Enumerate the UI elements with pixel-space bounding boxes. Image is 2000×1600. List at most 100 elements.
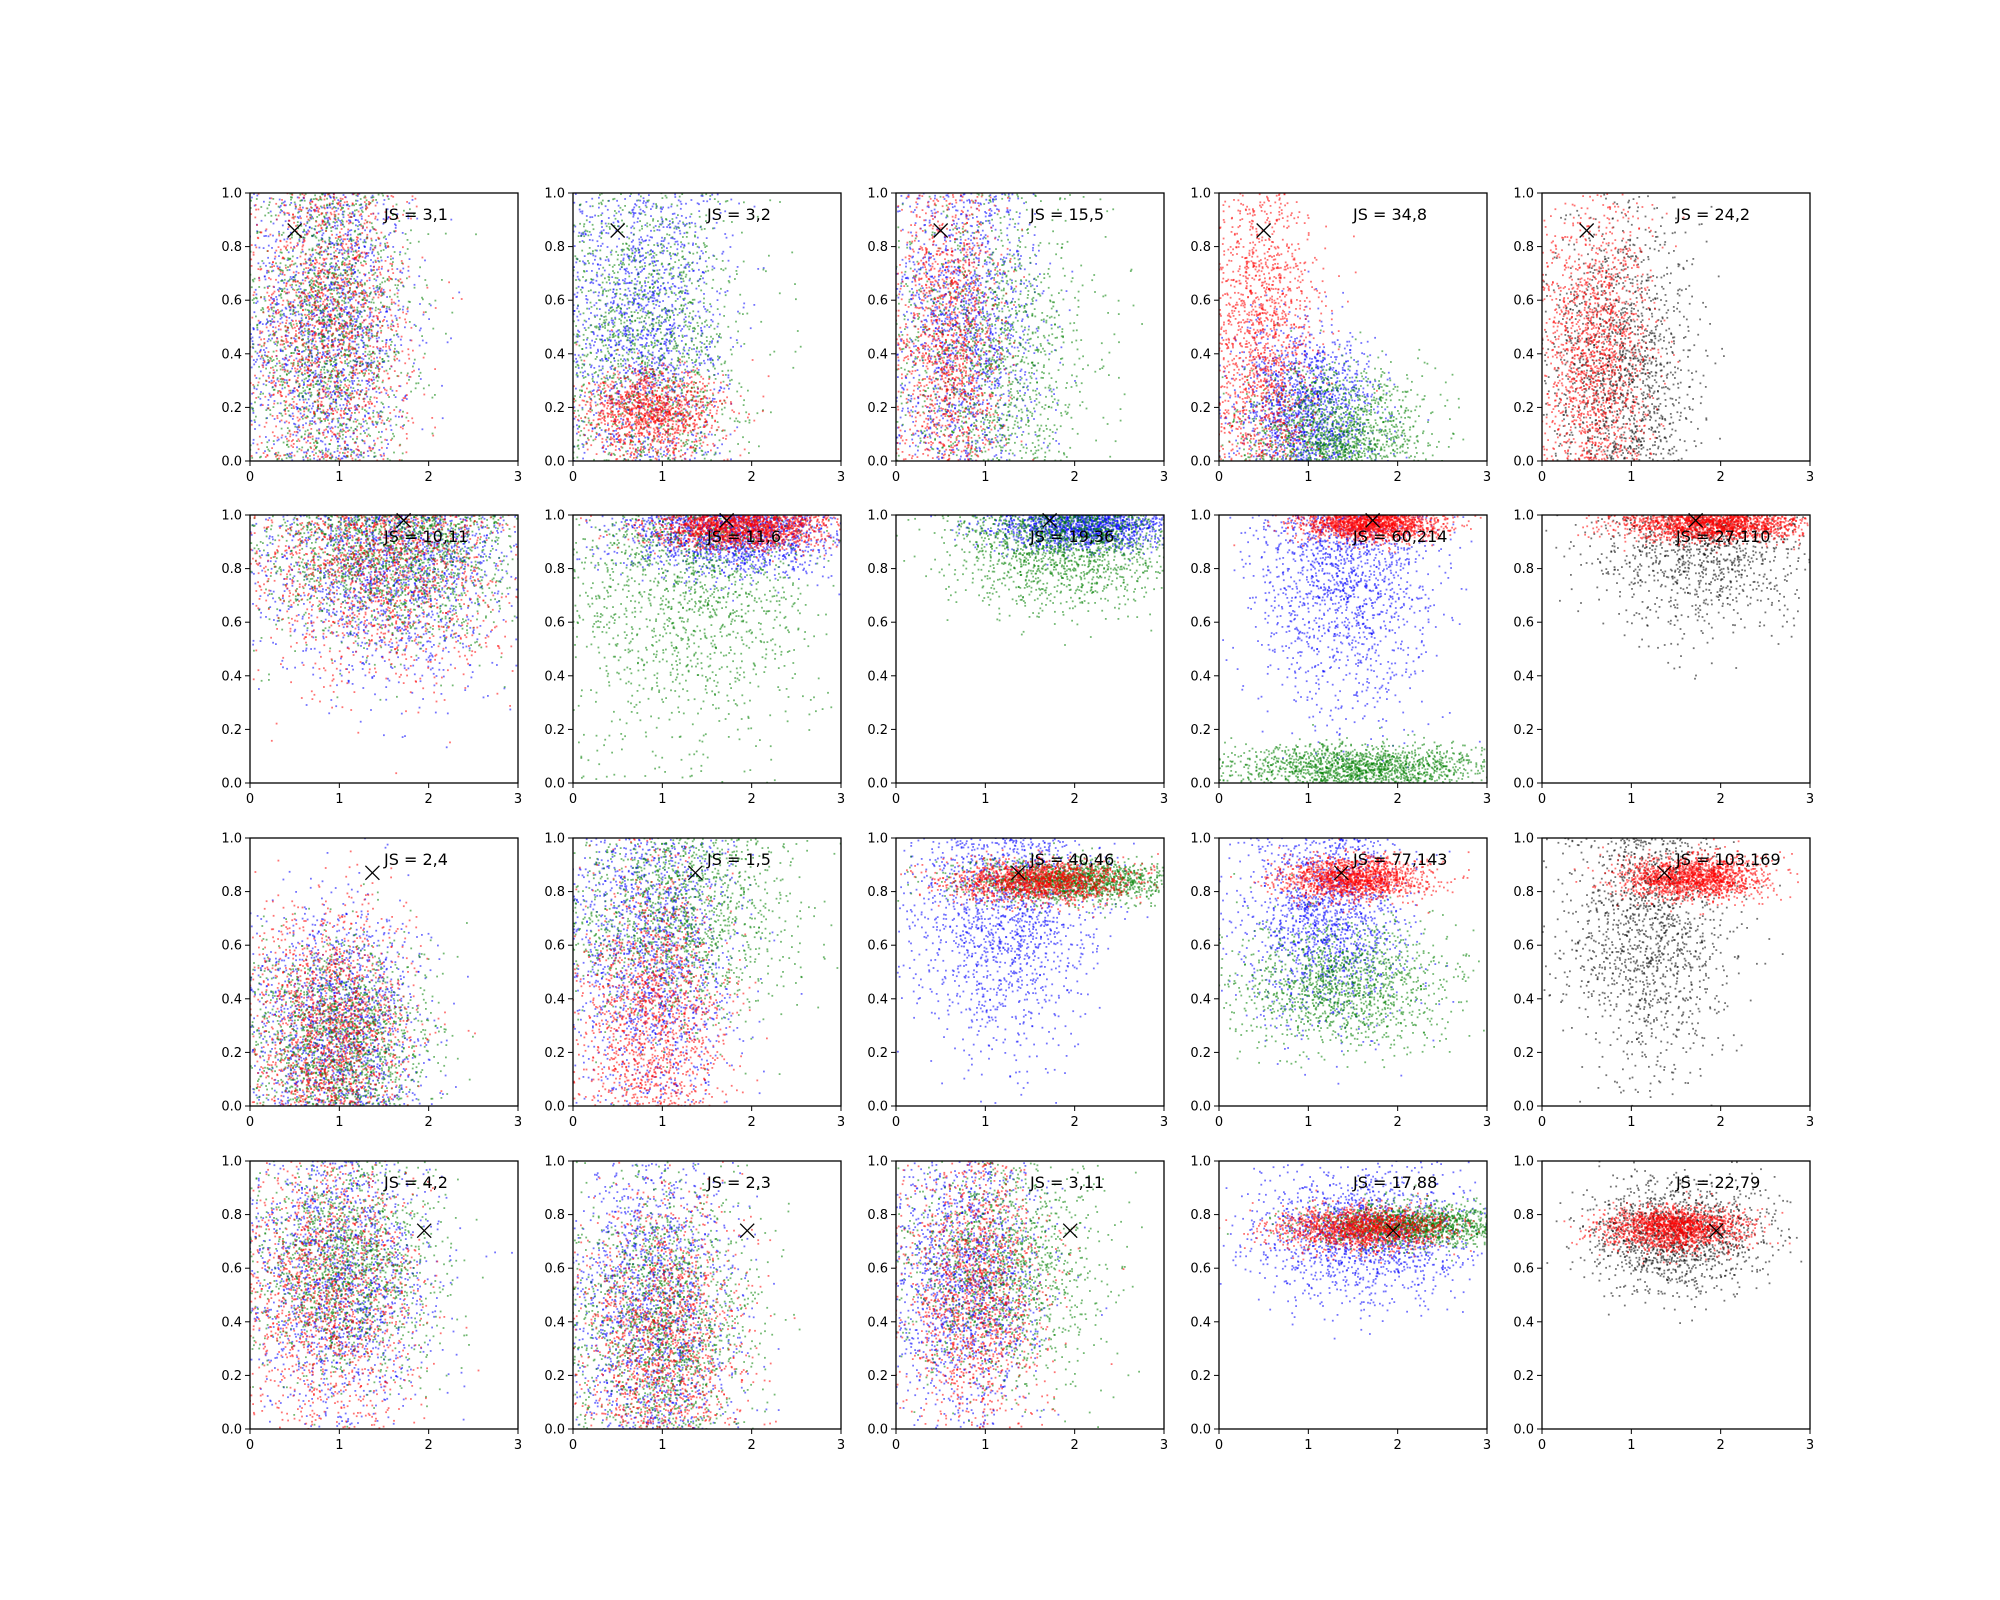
scatter-point — [300, 217, 302, 219]
scatter-point — [322, 454, 324, 456]
scatter-point — [312, 331, 314, 333]
scatter-point — [729, 276, 731, 278]
scatter-point — [342, 395, 344, 397]
scatter-point — [608, 274, 610, 276]
scatter-point — [317, 408, 319, 410]
scatter-point — [350, 436, 352, 438]
scatter-point — [362, 322, 364, 324]
scatter-point — [342, 221, 344, 223]
scatter-point — [326, 305, 328, 307]
scatter-point — [357, 357, 359, 359]
scatter-point — [350, 427, 352, 429]
scatter-point — [311, 423, 313, 425]
scatter-point — [361, 316, 363, 318]
scatter-point — [395, 354, 397, 356]
scatter-point — [297, 349, 299, 351]
scatter-point — [716, 291, 718, 293]
scatter-point — [268, 212, 270, 214]
scatter-point — [363, 452, 365, 454]
scatter-point — [351, 213, 353, 215]
scatter-point — [388, 327, 390, 329]
scatter-point — [344, 384, 346, 386]
scatter-point — [386, 242, 388, 244]
scatter-point — [336, 317, 338, 319]
scatter-point — [284, 422, 286, 424]
scatter-point — [315, 370, 317, 372]
scatter-point — [362, 256, 364, 258]
scatter-point — [364, 374, 366, 376]
scatter-point — [399, 409, 401, 411]
scatter-point — [373, 315, 375, 317]
scatter-point — [328, 243, 330, 245]
scatter-point — [362, 342, 364, 344]
scatter-point — [303, 459, 305, 461]
scatter-point — [301, 249, 303, 251]
scatter-point — [687, 448, 689, 450]
scatter-point — [339, 445, 341, 447]
scatter-point — [343, 211, 345, 213]
scatter-point — [378, 431, 380, 433]
scatter-point — [314, 302, 316, 304]
scatter-point — [338, 236, 340, 238]
scatter-point — [373, 416, 375, 418]
scatter-point — [312, 277, 314, 279]
scatter-point — [354, 341, 356, 343]
scatter-point — [348, 269, 350, 271]
scatter-point — [381, 293, 383, 295]
scatter-point — [646, 345, 648, 347]
scatter-point — [330, 246, 332, 248]
scatter-point — [373, 424, 375, 426]
scatter-point — [310, 392, 312, 394]
scatter-point — [313, 345, 315, 347]
scatter-point — [337, 238, 339, 240]
scatter-point — [288, 410, 290, 412]
scatter-point — [308, 249, 310, 251]
scatter-point — [278, 311, 280, 313]
scatter-point — [310, 289, 312, 291]
scatter-point — [350, 284, 352, 286]
scatter-point — [265, 384, 267, 386]
scatter-point — [330, 381, 332, 383]
scatter-point — [334, 322, 336, 324]
scatter-point — [272, 367, 274, 369]
scatter-point — [387, 325, 389, 327]
scatter-point — [318, 333, 320, 335]
scatter-point — [327, 391, 329, 393]
scatter-point — [402, 453, 404, 455]
scatter-point — [356, 236, 358, 238]
scatter-point — [295, 330, 297, 332]
scatter-point — [349, 381, 351, 383]
scatter-point — [372, 261, 374, 263]
scatter-point — [303, 332, 305, 334]
scatter-point — [669, 378, 671, 380]
scatter-point — [357, 409, 359, 411]
scatter-point — [627, 370, 629, 372]
scatter-point — [305, 430, 307, 432]
scatter-point — [330, 453, 332, 455]
scatter-point — [324, 429, 326, 431]
scatter-point — [362, 408, 364, 410]
scatter-point — [351, 451, 353, 453]
scatter-point — [332, 427, 334, 429]
scatter-point — [296, 446, 298, 448]
scatter-point — [327, 299, 329, 301]
scatter-point — [364, 284, 366, 286]
scatter-point — [317, 309, 319, 311]
scatter-point — [279, 375, 281, 377]
scatter-point — [257, 384, 259, 386]
scatter-point — [354, 325, 356, 327]
scatter-point — [380, 436, 382, 438]
scatter-point — [303, 381, 305, 383]
scatter-point — [347, 235, 349, 237]
scatter-point — [276, 415, 278, 417]
scatter-point — [291, 197, 293, 199]
scatter-point — [387, 355, 389, 357]
scatter-point — [362, 425, 364, 427]
scatter-point — [328, 394, 330, 396]
scatter-point — [344, 323, 346, 325]
scatter-point — [447, 341, 449, 343]
scatter-point — [391, 329, 393, 331]
scatter-point — [361, 306, 363, 308]
scatter-point — [281, 378, 283, 380]
scatter-point — [373, 321, 375, 323]
